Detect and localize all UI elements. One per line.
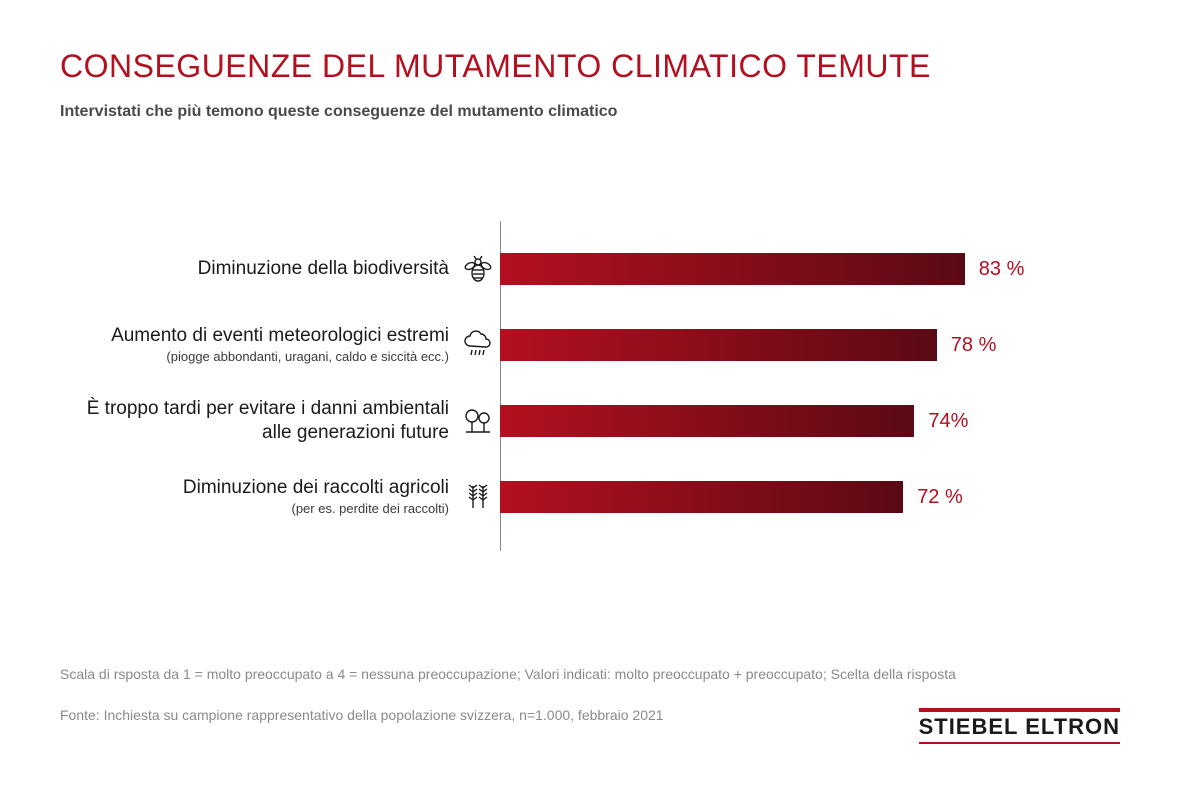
logo-line-top bbox=[919, 708, 1120, 712]
bar-track: 72 % bbox=[500, 481, 1120, 513]
brand-logo: STIEBEL ELTRON bbox=[919, 708, 1120, 744]
chart-subtitle: Intervistati che più temono queste conse… bbox=[60, 103, 1120, 121]
trees-icon bbox=[455, 404, 500, 438]
rain-cloud-icon bbox=[455, 328, 500, 362]
bar-label-col: Diminuzione dei raccolti agricoli (per e… bbox=[60, 476, 455, 519]
bar-label: È troppo tardi per evitare i danni ambie… bbox=[60, 397, 449, 445]
bar-fill bbox=[500, 329, 937, 361]
logo-line-bottom bbox=[919, 742, 1120, 744]
bar-label-col: Diminuzione della biodiversità bbox=[60, 257, 455, 281]
bar-fill bbox=[500, 405, 914, 437]
wheat-icon bbox=[455, 480, 500, 514]
footer: Scala di rsposta da 1 = molto preoccupat… bbox=[60, 663, 1120, 744]
bar-label: Aumento di eventi meteorologici estremi bbox=[60, 324, 449, 348]
bar-value: 74% bbox=[928, 410, 968, 433]
bar-label-col: Aumento di eventi meteorologici estremi … bbox=[60, 324, 455, 367]
bee-icon bbox=[455, 252, 500, 286]
bar-value: 72 % bbox=[917, 486, 963, 509]
bar-row: Aumento di eventi meteorologici estremi … bbox=[60, 307, 1120, 383]
bar-value: 78 % bbox=[951, 334, 997, 357]
bar-track: 74% bbox=[500, 405, 1120, 437]
bar-label-col: È troppo tardi per evitare i danni ambie… bbox=[60, 397, 455, 445]
bar-value: 83 % bbox=[979, 258, 1025, 281]
bar-label: Diminuzione della biodiversità bbox=[60, 257, 449, 281]
chart-area: Diminuzione della biodiversità 83 % Aume… bbox=[60, 231, 1120, 541]
bar-track: 83 % bbox=[500, 253, 1120, 285]
bar-track: 78 % bbox=[500, 329, 1120, 361]
bar-row: Diminuzione della biodiversità 83 % bbox=[60, 231, 1120, 307]
bar-label: Diminuzione dei raccolti agricoli bbox=[60, 476, 449, 500]
bar-fill bbox=[500, 481, 903, 513]
bar-sublabel: (per es. perdite dei raccolti) bbox=[60, 501, 449, 518]
chart-title: CONSEGUENZE DEL MUTAMENTO CLIMATICO TEMU… bbox=[60, 48, 1120, 85]
bar-row: Diminuzione dei raccolti agricoli (per e… bbox=[60, 459, 1120, 535]
bar-fill bbox=[500, 253, 965, 285]
footnote-scale: Scala di rsposta da 1 = molto preoccupat… bbox=[60, 663, 1120, 685]
logo-text: STIEBEL ELTRON bbox=[919, 714, 1120, 740]
bar-row: È troppo tardi per evitare i danni ambie… bbox=[60, 383, 1120, 459]
bar-sublabel: (piogge abbondanti, uragani, caldo e sic… bbox=[60, 349, 449, 366]
